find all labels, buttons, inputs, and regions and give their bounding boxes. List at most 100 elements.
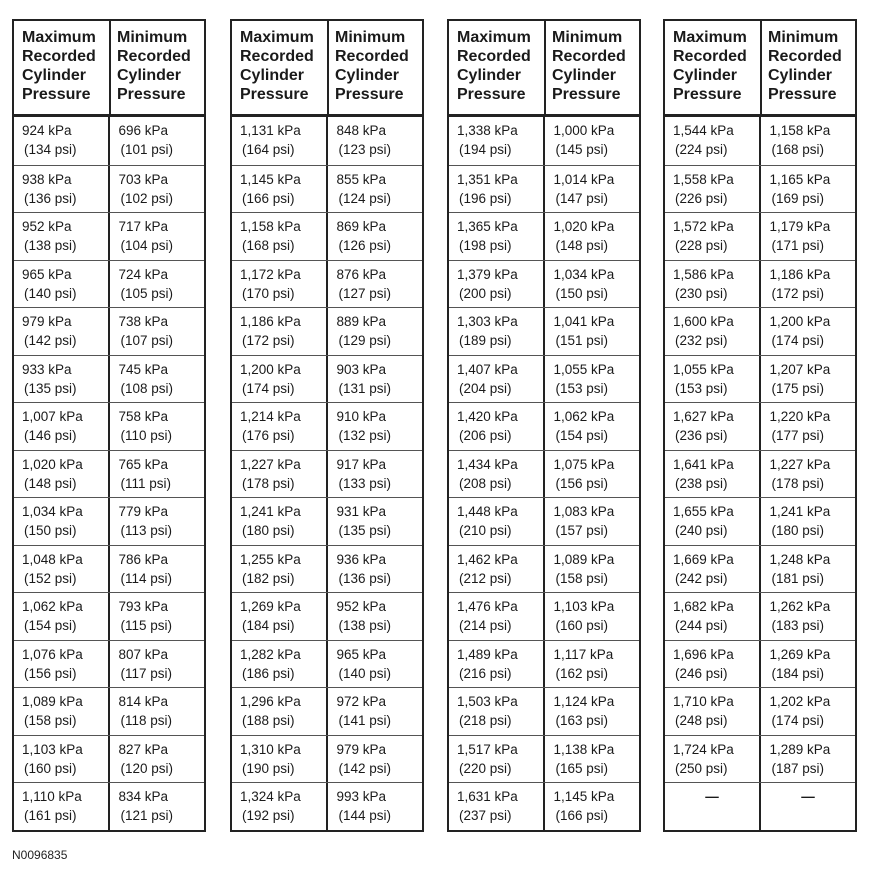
min-kpa: 1,138 kPa <box>553 741 615 757</box>
max-pressure-cell: 1,710 kPa (248 psi) <box>665 688 759 735</box>
table-row: 1,007 kPa (146 psi) 758 kPa (110 psi) <box>14 402 204 450</box>
max-pressure-cell: 965 kPa (140 psi) <box>14 261 108 308</box>
min-psi: (120 psi) <box>120 760 174 776</box>
table-row: 1,214 kPa (176 psi) 910 kPa (132 psi) <box>232 402 422 450</box>
table-row: 1,696 kPa (246 psi) 1,269 kPa (184 psi) <box>665 639 855 687</box>
min-kpa: 1,241 kPa <box>769 504 831 519</box>
min-kpa: 807 kPa <box>118 646 169 662</box>
header-maximum: Maximum Recorded Cylinder Pressure <box>673 29 747 103</box>
table-row: 1,379 kPa (200 psi) 1,034 kPa (150 psi) <box>449 259 639 307</box>
max-psi: (196 psi) <box>459 190 512 206</box>
max-psi: (228 psi) <box>675 238 728 253</box>
max-pressure-cell: 1,110 kPa (161 psi) <box>14 783 108 830</box>
min-kpa: 786 kPa <box>118 551 169 567</box>
max-pressure-cell: 1,544 kPa (224 psi) <box>665 117 759 165</box>
min-kpa: 1,165 kPa <box>769 171 831 187</box>
max-kpa: 1,586 kPa <box>673 266 734 282</box>
max-pressure-cell: 1,324 kPa (192 psi) <box>232 783 326 830</box>
min-psi: (151 psi) <box>555 333 609 348</box>
table-header: Maximum Recorded Cylinder Pressure Minimu… <box>14 21 204 117</box>
max-kpa: 1,131 kPa <box>240 123 301 138</box>
min-psi: (178 psi) <box>771 475 825 491</box>
max-kpa: 1,020 kPa <box>22 456 83 472</box>
min-kpa: 1,055 kPa <box>553 361 615 377</box>
max-kpa: 1,172 kPa <box>240 266 301 282</box>
min-pressure-cell: 910 kPa (132 psi) <box>325 403 423 450</box>
max-psi: (250 psi) <box>675 760 728 776</box>
table-row: 933 kPa (135 psi) 745 kPa (108 psi) <box>14 354 204 402</box>
max-pressure-cell: 1,241 kPa (180 psi) <box>232 498 326 545</box>
table-row: 1,048 kPa (152 psi) 786 kPa (114 psi) <box>14 544 204 592</box>
max-kpa: 1,462 kPa <box>457 551 518 567</box>
max-pressure-cell: 1,476 kPa (214 psi) <box>449 593 543 640</box>
min-pressure-cell: 738 kPa (107 psi) <box>107 308 205 355</box>
min-pressure-cell: 834 kPa (121 psi) <box>107 783 205 830</box>
min-kpa: 965 kPa <box>336 646 387 662</box>
max-kpa: 1,048 kPa <box>22 551 83 567</box>
max-psi: (158 psi) <box>24 713 77 728</box>
header-minimum: Minimum Recorded Cylinder Pressure <box>327 21 422 114</box>
min-pressure-cell: 1,289 kPa (187 psi) <box>758 735 856 782</box>
min-psi: (157 psi) <box>555 523 609 538</box>
table-row: 1,517 kPa (220 psi) 1,138 kPa (165 psi) <box>449 734 639 782</box>
max-pressure-cell: 1,200 kPa (174 psi) <box>232 356 326 403</box>
min-kpa: 1,075 kPa <box>553 456 615 472</box>
max-pressure-cell: 1,172 kPa (170 psi) <box>232 261 326 308</box>
max-psi: (182 psi) <box>242 570 295 586</box>
min-psi: (118 psi) <box>120 713 173 728</box>
min-psi: (153 psi) <box>555 380 609 396</box>
table-row: 1,310 kPa (190 psi) 979 kPa (142 psi) <box>232 734 422 783</box>
min-psi: (124 psi) <box>338 190 392 206</box>
min-kpa: 696 kPa <box>118 123 169 138</box>
max-pressure-cell: 1,186 kPa (172 psi) <box>232 308 326 355</box>
max-psi: (248 psi) <box>675 713 728 728</box>
min-pressure-cell: 779 kPa (113 psi) <box>107 498 205 545</box>
pressure-table: Maximum Recorded Cylinder Pressure Minimu… <box>230 19 424 832</box>
min-pressure-cell: 1,124 kPa (163 psi) <box>542 688 640 735</box>
min-kpa: 936 kPa <box>336 551 387 567</box>
min-kpa: 1,020 kPa <box>553 219 615 234</box>
table-row: 1,641 kPa (238 psi) 1,227 kPa (178 psi) <box>665 449 856 497</box>
max-kpa: 1,434 kPa <box>457 456 518 472</box>
table-row: 1,255 kPa (182 psi) 936 kPa (136 psi) <box>232 544 422 592</box>
max-psi: (154 psi) <box>24 618 77 633</box>
max-pressure-cell: 1,020 kPa (148 psi) <box>14 451 108 498</box>
min-kpa: 758 kPa <box>118 409 169 424</box>
max-kpa: 1,420 kPa <box>457 409 518 424</box>
min-pressure-cell: 717 kPa (104 psi) <box>107 213 205 260</box>
min-psi: (121 psi) <box>120 808 174 823</box>
table-row: 1,600 kPa (232 psi) 1,200 kPa (174 psi) <box>665 307 855 355</box>
table-row: 1,158 kPa (168 psi) 869 kPa (126 psi) <box>232 212 422 260</box>
max-kpa: 924 kPa <box>22 123 72 138</box>
max-psi: (164 psi) <box>242 142 295 157</box>
table-row: 979 kPa (142 psi) 738 kPa (107 psi) <box>14 307 204 355</box>
min-kpa: 1,000 kPa <box>553 123 615 138</box>
table-row: 938 kPa (136 psi) 703 kPa (102 psi) <box>14 164 204 212</box>
max-psi: (136 psi) <box>24 190 77 206</box>
min-pressure-cell: 1,262 kPa (183 psi) <box>758 593 856 640</box>
max-psi: (180 psi) <box>242 523 295 538</box>
max-kpa: 1,055 kPa <box>673 361 734 377</box>
min-pressure-cell: 1,055 kPa (153 psi) <box>542 355 640 402</box>
max-pressure-cell: 1,310 kPa (190 psi) <box>232 736 326 783</box>
min-pressure-cell: 1,041 kPa (151 psi) <box>542 308 640 355</box>
table-row: 1,434 kPa (208 psi) 1,075 kPa (156 psi) <box>449 449 639 497</box>
min-kpa: 738 kPa <box>118 314 169 329</box>
header-minimum: Minimum Recorded Cylinder Pressure <box>760 21 855 114</box>
min-pressure-cell: 1,241 kPa (180 psi) <box>758 498 856 545</box>
max-psi: (166 psi) <box>242 190 295 206</box>
min-psi: (133 psi) <box>338 475 392 491</box>
min-pressure-cell: 1,227 kPa (178 psi) <box>758 450 856 497</box>
max-psi: (240 psi) <box>675 523 728 538</box>
min-psi: (126 psi) <box>338 238 392 253</box>
max-psi: (194 psi) <box>459 142 512 157</box>
max-pressure-cell: 1,351 kPa (196 psi) <box>449 166 543 213</box>
max-pressure-cell: 1,669 kPa (242 psi) <box>665 546 759 593</box>
table-row: 1,338 kPa (194 psi) 1,000 kPa (145 psi) <box>449 117 639 165</box>
max-kpa: 1,407 kPa <box>457 361 518 377</box>
max-psi: (208 psi) <box>459 475 512 491</box>
table-row: 1,448 kPa (210 psi) 1,083 kPa (157 psi) <box>449 497 639 545</box>
table-row: 1,296 kPa (188 psi) 972 kPa (141 psi) <box>232 687 422 735</box>
min-pressure-cell: 889 kPa (129 psi) <box>325 308 423 355</box>
max-psi: (198 psi) <box>459 238 512 253</box>
